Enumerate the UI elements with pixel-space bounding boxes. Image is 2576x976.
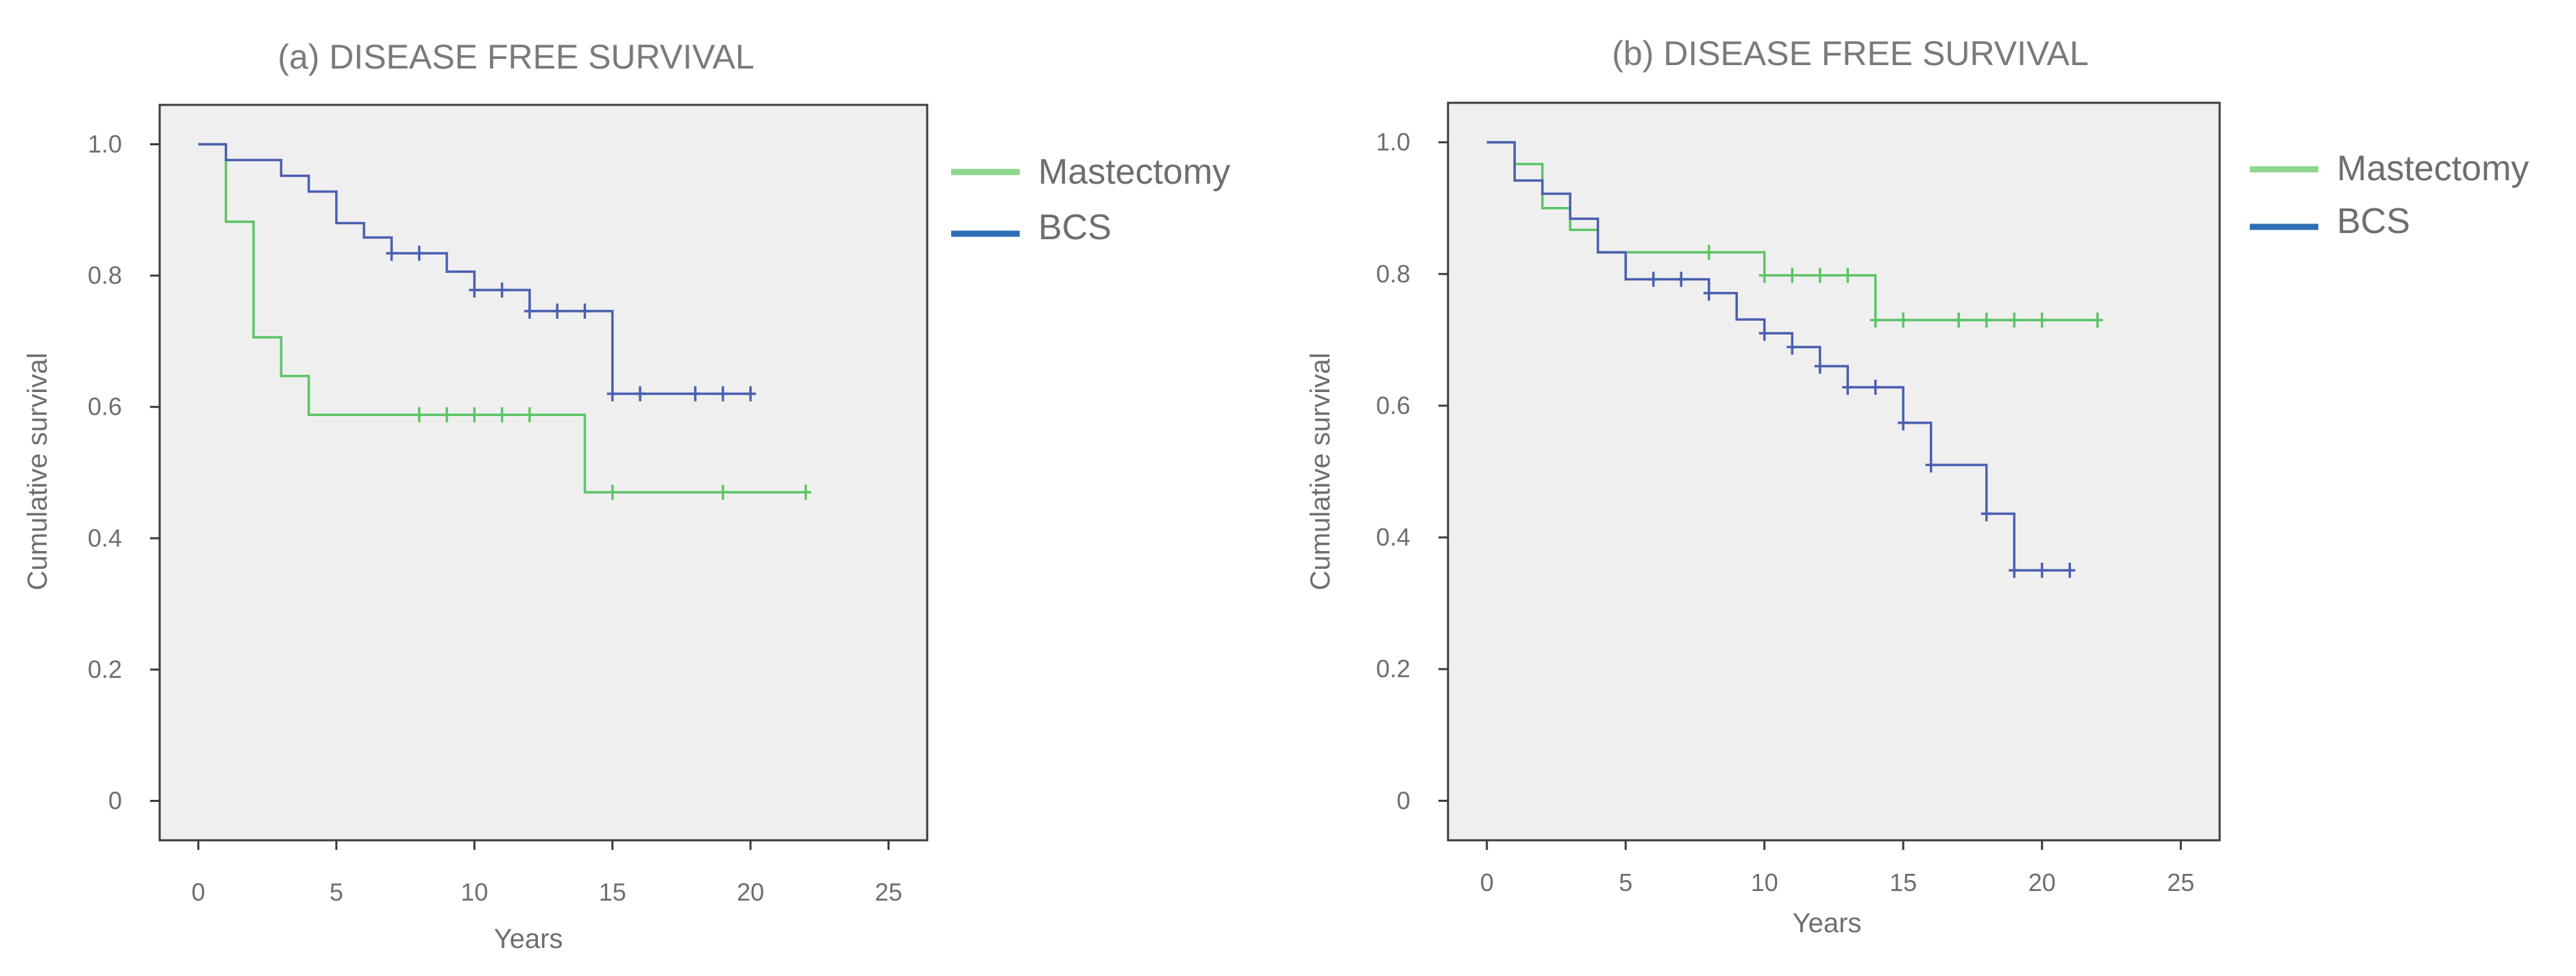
x-tick-label: 0 [191, 878, 205, 906]
chart-title: (a) DISEASE FREE SURVIVAL [278, 38, 755, 76]
censor-mark-bcs [635, 386, 646, 402]
censor-mark-bcs [1869, 380, 1881, 395]
censor-mark-bcs [2009, 563, 2020, 578]
x-tick-label: 0 [1480, 868, 1494, 896]
censor-mark-bcs [1980, 506, 1992, 522]
y-tick-label: 0 [108, 787, 122, 815]
censor-mark-bcs [1925, 457, 1937, 473]
series-line-mastectomy [198, 143, 806, 493]
y-tick-label: 0.4 [1376, 523, 1410, 551]
censor-mark-bcs [552, 303, 563, 319]
censor-mark-bcs [1758, 326, 1770, 341]
series-line-mastectomy [1486, 141, 2098, 321]
censor-mark-mastectomy [1787, 267, 1798, 283]
censor-mark-bcs [1814, 358, 1826, 374]
censor-mark-bcs [579, 303, 591, 319]
y-tick-label: 0.6 [1376, 391, 1410, 419]
censor-mark-bcs [469, 282, 480, 298]
censor-mark-bcs [2036, 563, 2048, 578]
censor-mark-mastectomy [469, 407, 480, 423]
chart-marks [198, 143, 811, 500]
censor-mark-bcs [496, 282, 508, 298]
x-axis-label: Years [1793, 908, 1862, 938]
censor-mark-mastectomy [1953, 313, 1965, 328]
y-tick-label: 0 [1397, 786, 1410, 814]
censor-mark-bcs [2064, 563, 2076, 578]
censor-mark-mastectomy [1980, 313, 1992, 328]
y-tick-label: 1.0 [1376, 128, 1410, 156]
censor-mark-bcs [689, 386, 701, 402]
y-tick-label: 1.0 [88, 130, 122, 158]
censor-mark-mastectomy [1898, 313, 1909, 328]
legend-label-mastectomy: Mastectomy [1038, 152, 1230, 192]
censor-mark-bcs [745, 386, 757, 402]
censor-mark-mastectomy [1758, 267, 1770, 283]
censor-mark-mastectomy [496, 407, 508, 423]
x-axis-label: Years [494, 924, 563, 954]
panel-b: (b) DISEASE FREE SURVIVAL 0 5 10 15 20 25 0 0.… [1305, 34, 2529, 938]
x-tick-label: 5 [1619, 868, 1632, 896]
censor-mark-mastectomy [2092, 313, 2103, 328]
censor-mark-mastectomy [413, 407, 425, 423]
censor-mark-bcs [606, 386, 618, 402]
x-tick-label: 20 [2028, 868, 2056, 896]
x-tick-label: 10 [1751, 868, 1778, 896]
y-axis: 0 0.2 0.4 0.6 0.8 1.0 [88, 130, 160, 815]
censor-mark-mastectomy [441, 407, 452, 423]
legend: Mastectomy BCS [951, 152, 1230, 247]
x-tick-label: 15 [599, 878, 626, 906]
series-line-bcs [198, 143, 751, 395]
x-axis: 0 5 10 15 20 25 [1480, 840, 2194, 896]
x-tick-label: 15 [1889, 868, 1917, 896]
censor-mark-bcs [524, 303, 535, 319]
censor-mark-mastectomy [2009, 313, 2020, 328]
x-tick-label: 10 [461, 878, 488, 906]
x-axis: 0 5 10 15 20 25 [191, 840, 903, 906]
y-tick-label: 0.8 [1376, 260, 1410, 288]
y-axis-label: Cumulative survival [23, 353, 53, 591]
plot-area [1447, 101, 2221, 842]
censor-mark-mastectomy [1842, 267, 1854, 283]
x-tick-label: 25 [2167, 868, 2194, 896]
y-axis: 0 0.2 0.4 0.6 0.8 1.0 [1376, 128, 1448, 814]
y-tick-label: 0.8 [88, 261, 122, 289]
censor-mark-bcs [1898, 415, 1909, 430]
x-tick-label: 25 [875, 878, 903, 906]
censor-mark-mastectomy [2036, 313, 2048, 328]
x-tick-label: 5 [330, 878, 343, 906]
censor-mark-mastectomy [1814, 267, 1826, 283]
legend-label-bcs: BCS [2337, 202, 2410, 241]
panel-a: (a) DISEASE FREE SURVIVAL 0 5 10 15 20 25 0 0.… [23, 38, 1230, 954]
censor-mark-bcs [1703, 285, 1715, 301]
censor-mark-mastectomy [717, 485, 728, 500]
censor-mark-mastectomy [1703, 245, 1715, 260]
censor-mark-bcs [1647, 271, 1659, 287]
censor-mark-bcs [386, 245, 397, 261]
y-tick-label: 0.6 [88, 393, 122, 421]
legend-label-bcs: BCS [1038, 208, 1112, 247]
censor-mark-mastectomy [1869, 313, 1881, 328]
y-tick-label: 0.2 [1376, 655, 1410, 683]
legend-label-mastectomy: Mastectomy [2337, 149, 2529, 188]
censor-mark-bcs [1842, 380, 1854, 395]
legend: Mastectomy BCS [2250, 149, 2529, 241]
chart-title: (b) DISEASE FREE SURVIVAL [1612, 34, 2089, 73]
censor-mark-mastectomy [800, 485, 811, 500]
y-tick-label: 0.4 [88, 524, 122, 552]
censor-mark-bcs [1787, 339, 1798, 355]
censor-mark-bcs [413, 245, 425, 261]
censor-mark-bcs [717, 386, 728, 402]
censor-mark-mastectomy [606, 485, 618, 500]
y-axis-label: Cumulative survival [1305, 353, 1336, 591]
plot-area [158, 103, 929, 842]
chart-marks [1486, 141, 2103, 578]
censor-mark-bcs [1676, 271, 1687, 287]
y-tick-label: 0.2 [88, 655, 122, 683]
censor-mark-mastectomy [524, 407, 535, 423]
x-tick-label: 20 [737, 878, 764, 906]
